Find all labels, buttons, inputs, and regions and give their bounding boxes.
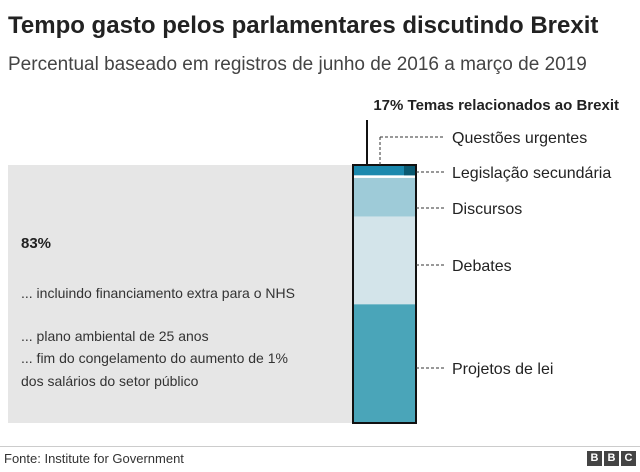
bbc-logo-letter: B [587, 451, 602, 466]
segment-label: Discursos [452, 201, 522, 218]
bbc-logo-letter: C [621, 451, 636, 466]
segment-label: Debates [452, 258, 512, 275]
stacked-bar-chart: 83% ... incluindo financiamento extra par… [8, 97, 619, 424]
bbc-logo: B B C [587, 451, 636, 466]
footer-divider [0, 446, 640, 447]
segment-label: Questões urgentes [452, 130, 587, 147]
bar-segment [353, 165, 416, 176]
non-brexit-note: ... plano ambiental de 25 anos [21, 328, 209, 344]
segment-label: Projetos de lei [452, 361, 553, 378]
chart-subtitle: Percentual baseado em registros de junho… [8, 54, 587, 75]
bar-segment [353, 304, 416, 423]
chart-title: Tempo gasto pelos parlamentares discutin… [8, 12, 599, 39]
bar-segment [353, 216, 416, 305]
non-brexit-note: ... incluindo financiamento extra para o… [21, 285, 295, 301]
non-brexit-value-label: 83% [21, 235, 51, 252]
bar-segment [353, 177, 416, 217]
bar-segment [404, 165, 416, 176]
brexit-column-frame [352, 164, 417, 424]
non-brexit-area [8, 165, 353, 423]
segment-label: Legislação secundária [452, 165, 611, 182]
bbc-logo-letter: B [604, 451, 619, 466]
brexit-total-label: 17% Temas relacionados ao Brexit [373, 97, 619, 114]
non-brexit-note: ... fim do congelamento do aumento de 1% [21, 350, 288, 366]
source-note: Fonte: Institute for Government [4, 451, 184, 466]
non-brexit-note: dos salários do setor público [21, 373, 199, 389]
